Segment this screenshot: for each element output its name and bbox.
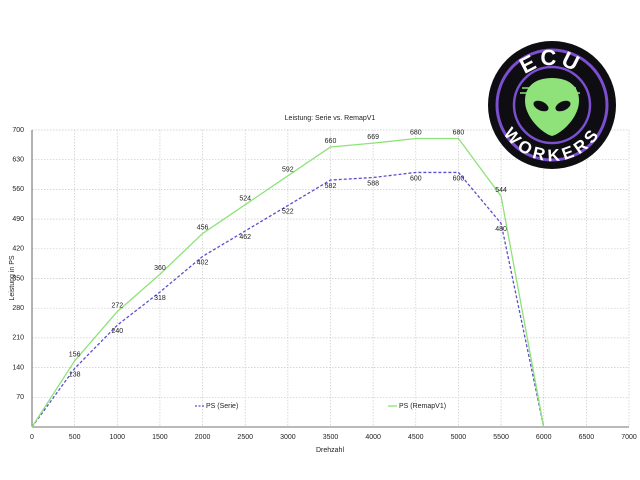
- x-tick-label: 3000: [280, 434, 296, 441]
- data-label: 582: [325, 183, 337, 190]
- data-label: 600: [453, 175, 465, 182]
- legend-label: PS (Serie): [206, 403, 238, 410]
- data-label: 402: [197, 259, 209, 266]
- data-label: 680: [453, 129, 465, 136]
- data-label: 272: [111, 302, 123, 309]
- x-tick-label: 0: [30, 434, 34, 441]
- x-tick-label: 5500: [493, 434, 509, 441]
- x-tick-label: 2000: [195, 434, 211, 441]
- x-tick-label: 1000: [109, 434, 125, 441]
- chart-title: Leistung: Serie vs. RemapV1: [285, 115, 376, 122]
- y-tick-label: 560: [12, 186, 24, 193]
- data-label: 588: [367, 180, 379, 187]
- data-label: 456: [197, 224, 209, 231]
- y-axis-label: Leistung in PS: [9, 255, 16, 300]
- x-tick-label: 6500: [579, 434, 595, 441]
- data-label: 592: [282, 167, 294, 174]
- x-tick-label: 500: [69, 434, 81, 441]
- x-tick-label: 1500: [152, 434, 168, 441]
- data-label: 360: [154, 265, 166, 272]
- x-tick-label: 4500: [408, 434, 424, 441]
- data-label: 680: [410, 129, 422, 136]
- x-axis-label: Drehzahl: [316, 447, 344, 454]
- series-line: [31, 137, 545, 428]
- y-tick-label: 140: [12, 364, 24, 371]
- data-label: 240: [111, 328, 123, 335]
- data-label: 544: [495, 187, 507, 194]
- data-label: 669: [367, 134, 379, 141]
- data-label: 524: [239, 196, 251, 203]
- logo: ECU WORKERS: [488, 41, 616, 169]
- y-tick-label: 350: [12, 275, 24, 282]
- circuit-lines: [520, 87, 580, 94]
- x-tick-label: 6000: [536, 434, 552, 441]
- alien-eye: [555, 100, 571, 112]
- logo-inner-ring: [512, 65, 592, 145]
- x-tick-label: 4000: [365, 434, 381, 441]
- data-label: 318: [154, 295, 166, 302]
- series-line: [31, 171, 545, 428]
- data-label: 462: [239, 234, 251, 241]
- y-tick-label: 630: [12, 157, 24, 164]
- data-label: 660: [325, 138, 337, 145]
- y-tick-label: 700: [12, 127, 24, 134]
- y-tick-label: 70: [16, 394, 24, 401]
- alien-head: [525, 78, 579, 136]
- y-tick-label: 490: [12, 216, 24, 223]
- data-label: 480: [495, 226, 507, 233]
- x-tick-label: 7000: [621, 434, 637, 441]
- x-tick-label: 5000: [451, 434, 467, 441]
- y-tick-label: 210: [12, 335, 24, 342]
- x-tick-label: 3500: [323, 434, 339, 441]
- logo-ring: [495, 48, 609, 162]
- legend-label: PS (RemapV1): [399, 403, 446, 410]
- data-label: 156: [69, 352, 81, 359]
- data-label: 138: [69, 371, 81, 378]
- data-label: 600: [410, 175, 422, 182]
- y-tick-label: 420: [12, 246, 24, 253]
- y-tick-label: 280: [12, 305, 24, 312]
- x-tick-label: 2500: [237, 434, 253, 441]
- alien-eye: [533, 100, 549, 112]
- data-label: 522: [282, 208, 294, 215]
